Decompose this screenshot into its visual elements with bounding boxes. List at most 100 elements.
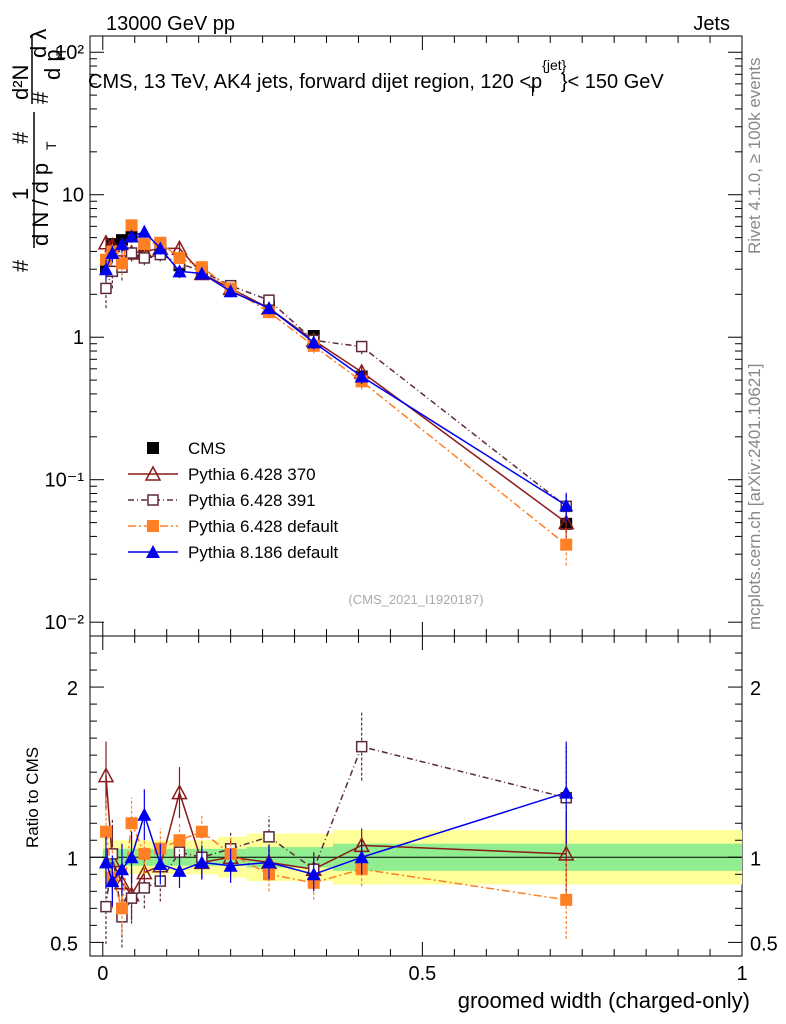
ratio-point-p370 xyxy=(557,845,575,861)
ylabel-hash1: # xyxy=(8,259,33,272)
ylabel-t2: T xyxy=(53,47,69,56)
ylabel-dn-dpt: d N / d p xyxy=(28,163,53,246)
ratio-point-pdef xyxy=(125,817,138,830)
ratio-ylabel: Ratio to CMS xyxy=(23,747,42,848)
ratio-point-pdef xyxy=(138,847,151,860)
xtick-label: 0.5 xyxy=(408,963,436,985)
ratio-ytick-label: 2 xyxy=(67,678,78,700)
ratio-ytick-label-right: 2 xyxy=(750,678,761,700)
ratio-point-pdef xyxy=(99,825,112,838)
header-right: Jets xyxy=(693,13,730,35)
main-point-p391 xyxy=(138,252,151,264)
ratio-point-pdef xyxy=(115,902,128,915)
main-point-pdef xyxy=(138,238,151,251)
legend-marker-cms xyxy=(147,442,159,454)
chart-title: CMS, 13 TeV, AK4 jets, forward dijet reg… xyxy=(88,57,664,99)
series-layer xyxy=(97,219,575,948)
ratio-point-p391 xyxy=(263,831,275,843)
rivet-label: Rivet 4.1.0, ≥ 100k events xyxy=(745,58,764,254)
legend-marker-p370 xyxy=(144,465,162,481)
ratio-ytick-label-right: 0.5 xyxy=(750,933,778,955)
ratio-ytick-label: 1 xyxy=(67,848,78,870)
main-point-p8 xyxy=(354,369,369,383)
ratio-point-pdef xyxy=(560,893,573,906)
analysis-watermark: (CMS_2021_I1920187) xyxy=(348,592,483,607)
ratio-point-p8 xyxy=(114,862,129,876)
main-point-pdef xyxy=(560,538,573,551)
ylabel-dpt: d p xyxy=(40,49,65,80)
xtick-label: 0 xyxy=(97,963,108,985)
main-point-p370 xyxy=(97,234,115,250)
xtick-label: 1 xyxy=(736,963,747,985)
main-ytick-label: 10⁻¹ xyxy=(45,470,85,492)
header-left: 13000 GeV pp xyxy=(106,13,235,35)
main-point-p8 xyxy=(223,284,238,298)
ratio-point-p8 xyxy=(124,850,139,864)
legend-marker-pdef xyxy=(147,520,159,532)
main-point-p8 xyxy=(137,224,152,238)
main-point-p391 xyxy=(355,340,368,353)
main-line-p370 xyxy=(105,242,567,524)
main-point-p8 xyxy=(105,245,120,259)
mcplots-label: mcplots.cern.ch [arXiv:2401.10621] xyxy=(745,364,764,630)
main-point-p8 xyxy=(98,262,113,276)
main-point-p8 xyxy=(306,335,321,349)
ratio-point-p8 xyxy=(194,855,209,869)
legend-label-cms: CMS xyxy=(188,439,226,458)
main-point-p391 xyxy=(125,247,138,259)
ratio-point-p8 xyxy=(261,855,276,869)
chart-title-tail: }< 150 GeV xyxy=(561,71,665,93)
legend-marker-p8 xyxy=(146,545,160,558)
main-ytick-label: 10⁻² xyxy=(45,612,85,634)
legend-label-p391: Pythia 6.428 391 xyxy=(188,491,316,510)
ratio-ytick-label-right: 1 xyxy=(750,848,761,870)
main-point-p370 xyxy=(557,514,575,530)
ratio-point-p8 xyxy=(172,863,187,877)
ratio-point-p370 xyxy=(136,864,153,880)
main-point-p8 xyxy=(124,229,139,243)
main-point-p391 xyxy=(100,282,112,295)
main-point-p8 xyxy=(194,266,209,280)
ylabel-hash3: # xyxy=(28,91,53,104)
xlabel: groomed width (charged-only) xyxy=(458,988,750,1013)
ratio-point-p391 xyxy=(100,900,112,913)
legend-label-p8: Pythia 8.186 default xyxy=(188,543,339,562)
ratio-point-p370 xyxy=(97,766,115,783)
main-point-pdef xyxy=(173,251,186,264)
ratio-point-p8 xyxy=(223,858,238,872)
ylabel-d2n: d²N xyxy=(8,65,33,100)
ratio-point-p391 xyxy=(125,892,138,904)
ylabel-one: 1 xyxy=(8,188,33,200)
ratio-ytick-label: 0.5 xyxy=(50,933,78,955)
main-point-p8 xyxy=(261,301,276,315)
main-point-p8 xyxy=(559,498,574,512)
ratio-point-p8 xyxy=(98,855,113,869)
legend-marker-p391 xyxy=(147,494,159,506)
ratio-point-p391 xyxy=(138,882,151,894)
main-line-p391 xyxy=(105,252,567,507)
ratio-point-p391 xyxy=(355,740,368,753)
main-point-pdef xyxy=(125,219,138,232)
main-point-p8 xyxy=(114,237,129,251)
ylabel-t1: T xyxy=(43,141,59,150)
ylabel-hash2: # xyxy=(8,131,33,144)
main-ytick-label: 10² xyxy=(55,42,84,64)
ratio-point-p8 xyxy=(137,807,152,821)
chart-title-sub: T xyxy=(528,83,537,99)
main-ytick-label: 10 xyxy=(62,185,84,207)
ratio-point-p8 xyxy=(559,785,574,799)
legend-label-p370: Pythia 6.428 370 xyxy=(188,465,316,484)
ratio-panel-frame xyxy=(89,635,743,957)
ratio-point-pdef xyxy=(173,834,186,847)
legend: CMS Pythia 6.428 370 Pythia 6.428 391 Pythi… xyxy=(128,439,339,562)
ratio-point-p8 xyxy=(354,850,369,864)
ylabel-dl: d λ xyxy=(26,29,51,58)
main-ylabel: # 1 d N / d p T # d²N # d p T d λ xyxy=(8,29,69,272)
chart-title-sup: {jet} xyxy=(542,57,566,73)
main-point-pdef xyxy=(115,257,128,270)
main-point-p8 xyxy=(153,241,168,255)
ratio-point-pdef xyxy=(195,825,208,838)
ratio-point-p370 xyxy=(171,784,188,800)
